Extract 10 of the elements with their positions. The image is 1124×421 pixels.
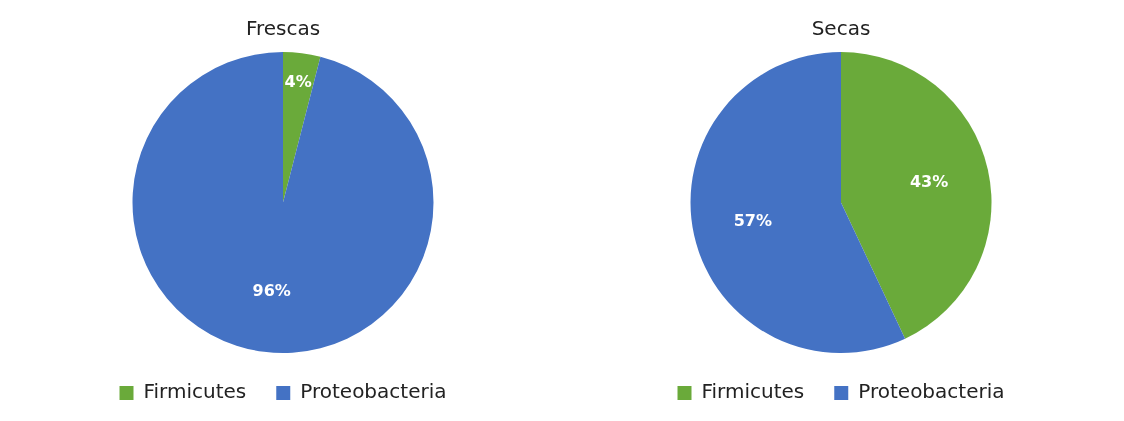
legend-label: Proteobacteria xyxy=(300,379,447,404)
legend-label: Firmicutes xyxy=(143,379,247,404)
data-label: 4% xyxy=(284,72,312,92)
data-label: 57% xyxy=(733,211,773,231)
legend-label: Proteobacteria xyxy=(858,379,1005,404)
chart-title: Frescas xyxy=(245,16,321,41)
data-label: 43% xyxy=(909,171,949,191)
legend-label: Firmicutes xyxy=(701,379,805,404)
data-label: 96% xyxy=(252,281,291,301)
chart-title: Secas xyxy=(811,16,871,41)
